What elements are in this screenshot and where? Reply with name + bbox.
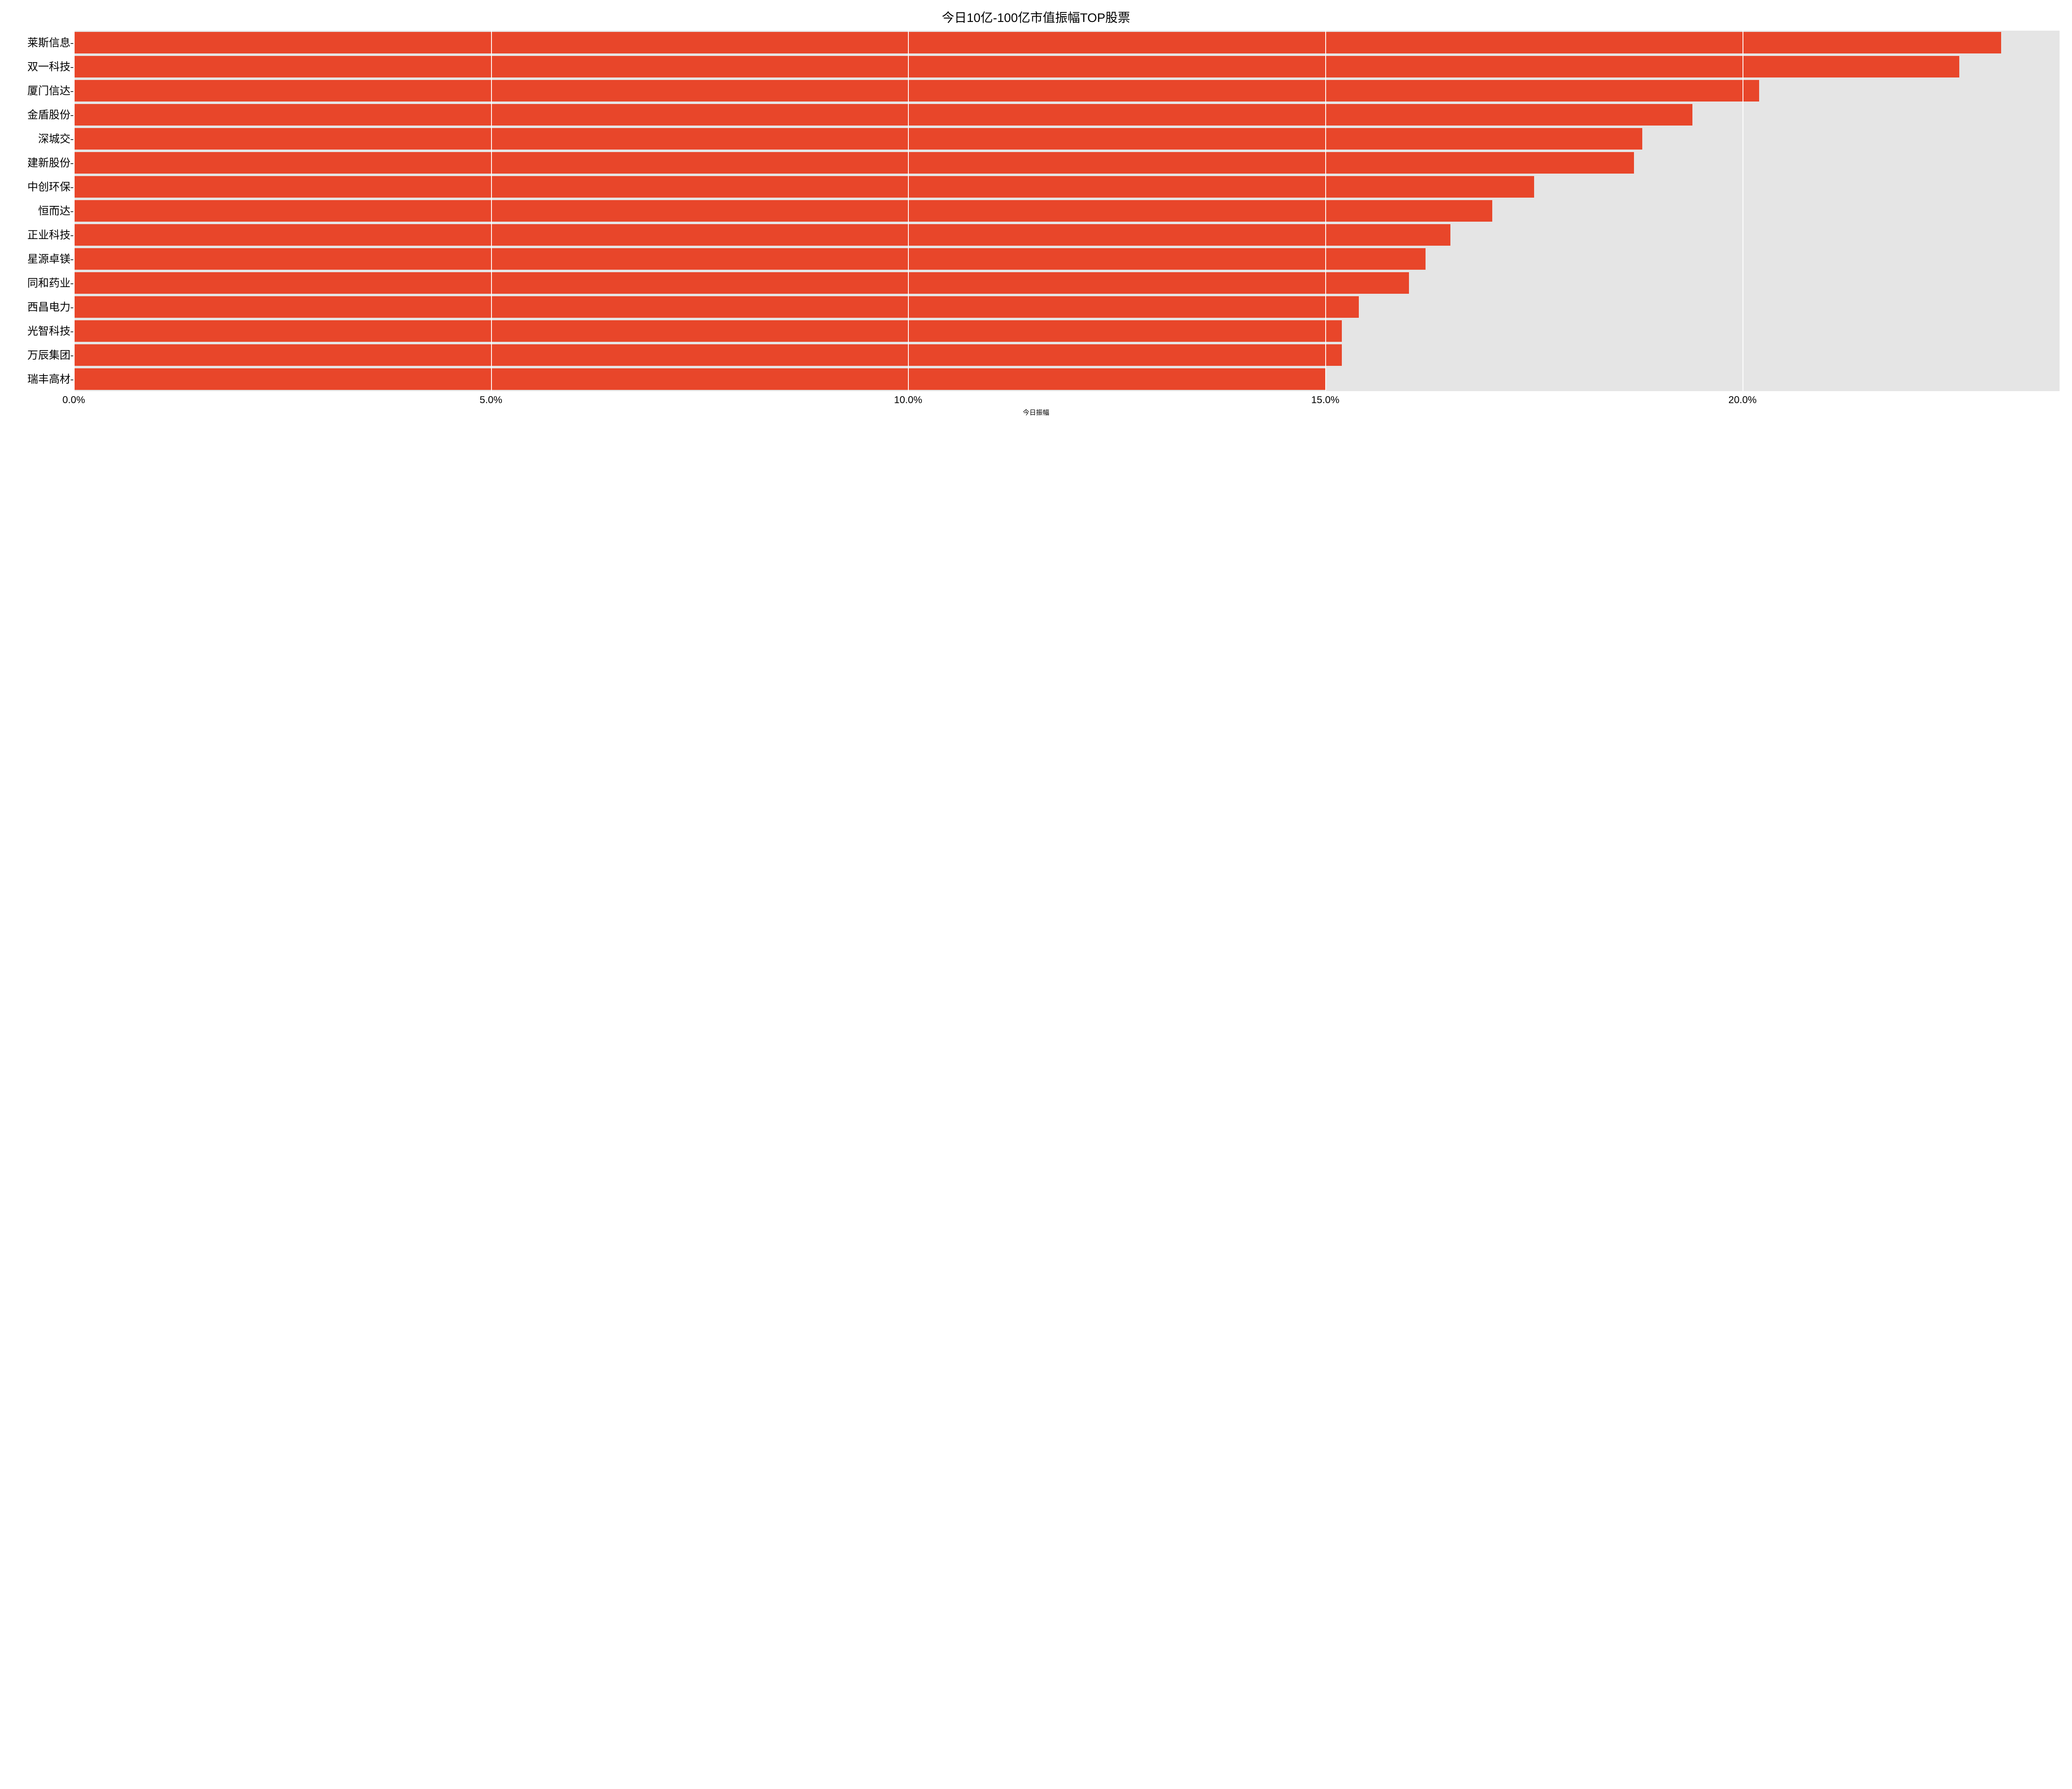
- y-tick-label: 厦门信达: [12, 85, 70, 96]
- y-tick-label: 恒而达: [12, 205, 70, 216]
- bar: [74, 344, 1342, 366]
- bar-row: [74, 247, 2060, 271]
- bar-row: [74, 31, 2060, 55]
- bar-row: [74, 295, 2060, 319]
- x-axis: 0.0% 5.0% 10.0% 15.0% 20.0%: [12, 394, 2060, 404]
- y-tick-label: 建新股份: [12, 157, 70, 168]
- bar-row: [74, 127, 2060, 151]
- y-tick-label: 西昌电力: [12, 302, 70, 312]
- x-tick-label: 20.0%: [1728, 394, 1757, 406]
- x-tick-label: 5.0%: [479, 394, 502, 406]
- bar-row: [74, 79, 2060, 103]
- bar: [74, 248, 1426, 270]
- y-tick-label: 星源卓镁: [12, 254, 70, 264]
- x-tick-label: 0.0%: [63, 394, 85, 406]
- bar-row: [74, 223, 2060, 247]
- x-axis-inner: 0.0%5.0%10.0%15.0%20.0%: [74, 394, 2060, 404]
- bar: [74, 152, 1634, 174]
- x-tick-label: 10.0%: [894, 394, 922, 406]
- bar: [74, 56, 1959, 77]
- y-tick-label: 同和药业: [12, 278, 70, 288]
- y-tick-label: 莱斯信息: [12, 37, 70, 48]
- y-tick-label: 金盾股份: [12, 109, 70, 120]
- y-tick-label: 正业科技: [12, 230, 70, 240]
- bar-row: [74, 103, 2060, 127]
- bar: [74, 104, 1692, 126]
- bar: [74, 272, 1409, 294]
- y-axis: 莱斯信息双一科技厦门信达金盾股份深城交建新股份中创环保恒而达正业科技星源卓镁同和…: [12, 31, 74, 391]
- bar: [74, 128, 1642, 150]
- y-tick-label: 万辰集团: [12, 350, 70, 360]
- y-tick-label: 中创环保: [12, 181, 70, 192]
- bar: [74, 32, 2001, 53]
- bar: [74, 176, 1534, 198]
- plot-area: [74, 31, 2060, 391]
- y-tick-label: 光智科技: [12, 326, 70, 336]
- bar-row: [74, 151, 2060, 175]
- bar: [74, 224, 1450, 246]
- bar: [74, 368, 1325, 390]
- bar-row: [74, 199, 2060, 223]
- bar-row: [74, 55, 2060, 79]
- bar: [74, 320, 1342, 342]
- y-tick-label: 双一科技: [12, 61, 70, 72]
- bar-row: [74, 175, 2060, 199]
- bar: [74, 296, 1359, 318]
- chart-container: 今日10亿-100亿市值振幅TOP股票 莱斯信息双一科技厦门信达金盾股份深城交建…: [0, 0, 2072, 425]
- bar-row: [74, 367, 2060, 391]
- chart-title: 今日10亿-100亿市值振幅TOP股票: [12, 7, 2060, 26]
- chart-body: 莱斯信息双一科技厦门信达金盾股份深城交建新股份中创环保恒而达正业科技星源卓镁同和…: [12, 31, 2060, 391]
- bar-row: [74, 271, 2060, 295]
- bar: [74, 80, 1759, 102]
- x-tick-label: 15.0%: [1311, 394, 1339, 406]
- bar-row: [74, 343, 2060, 367]
- x-axis-title: 今日振幅: [12, 407, 2060, 417]
- y-tick-label: 深城交: [12, 133, 70, 144]
- y-tick-label: 瑞丰高材: [12, 374, 70, 384]
- bar: [74, 200, 1492, 222]
- bar-row: [74, 319, 2060, 343]
